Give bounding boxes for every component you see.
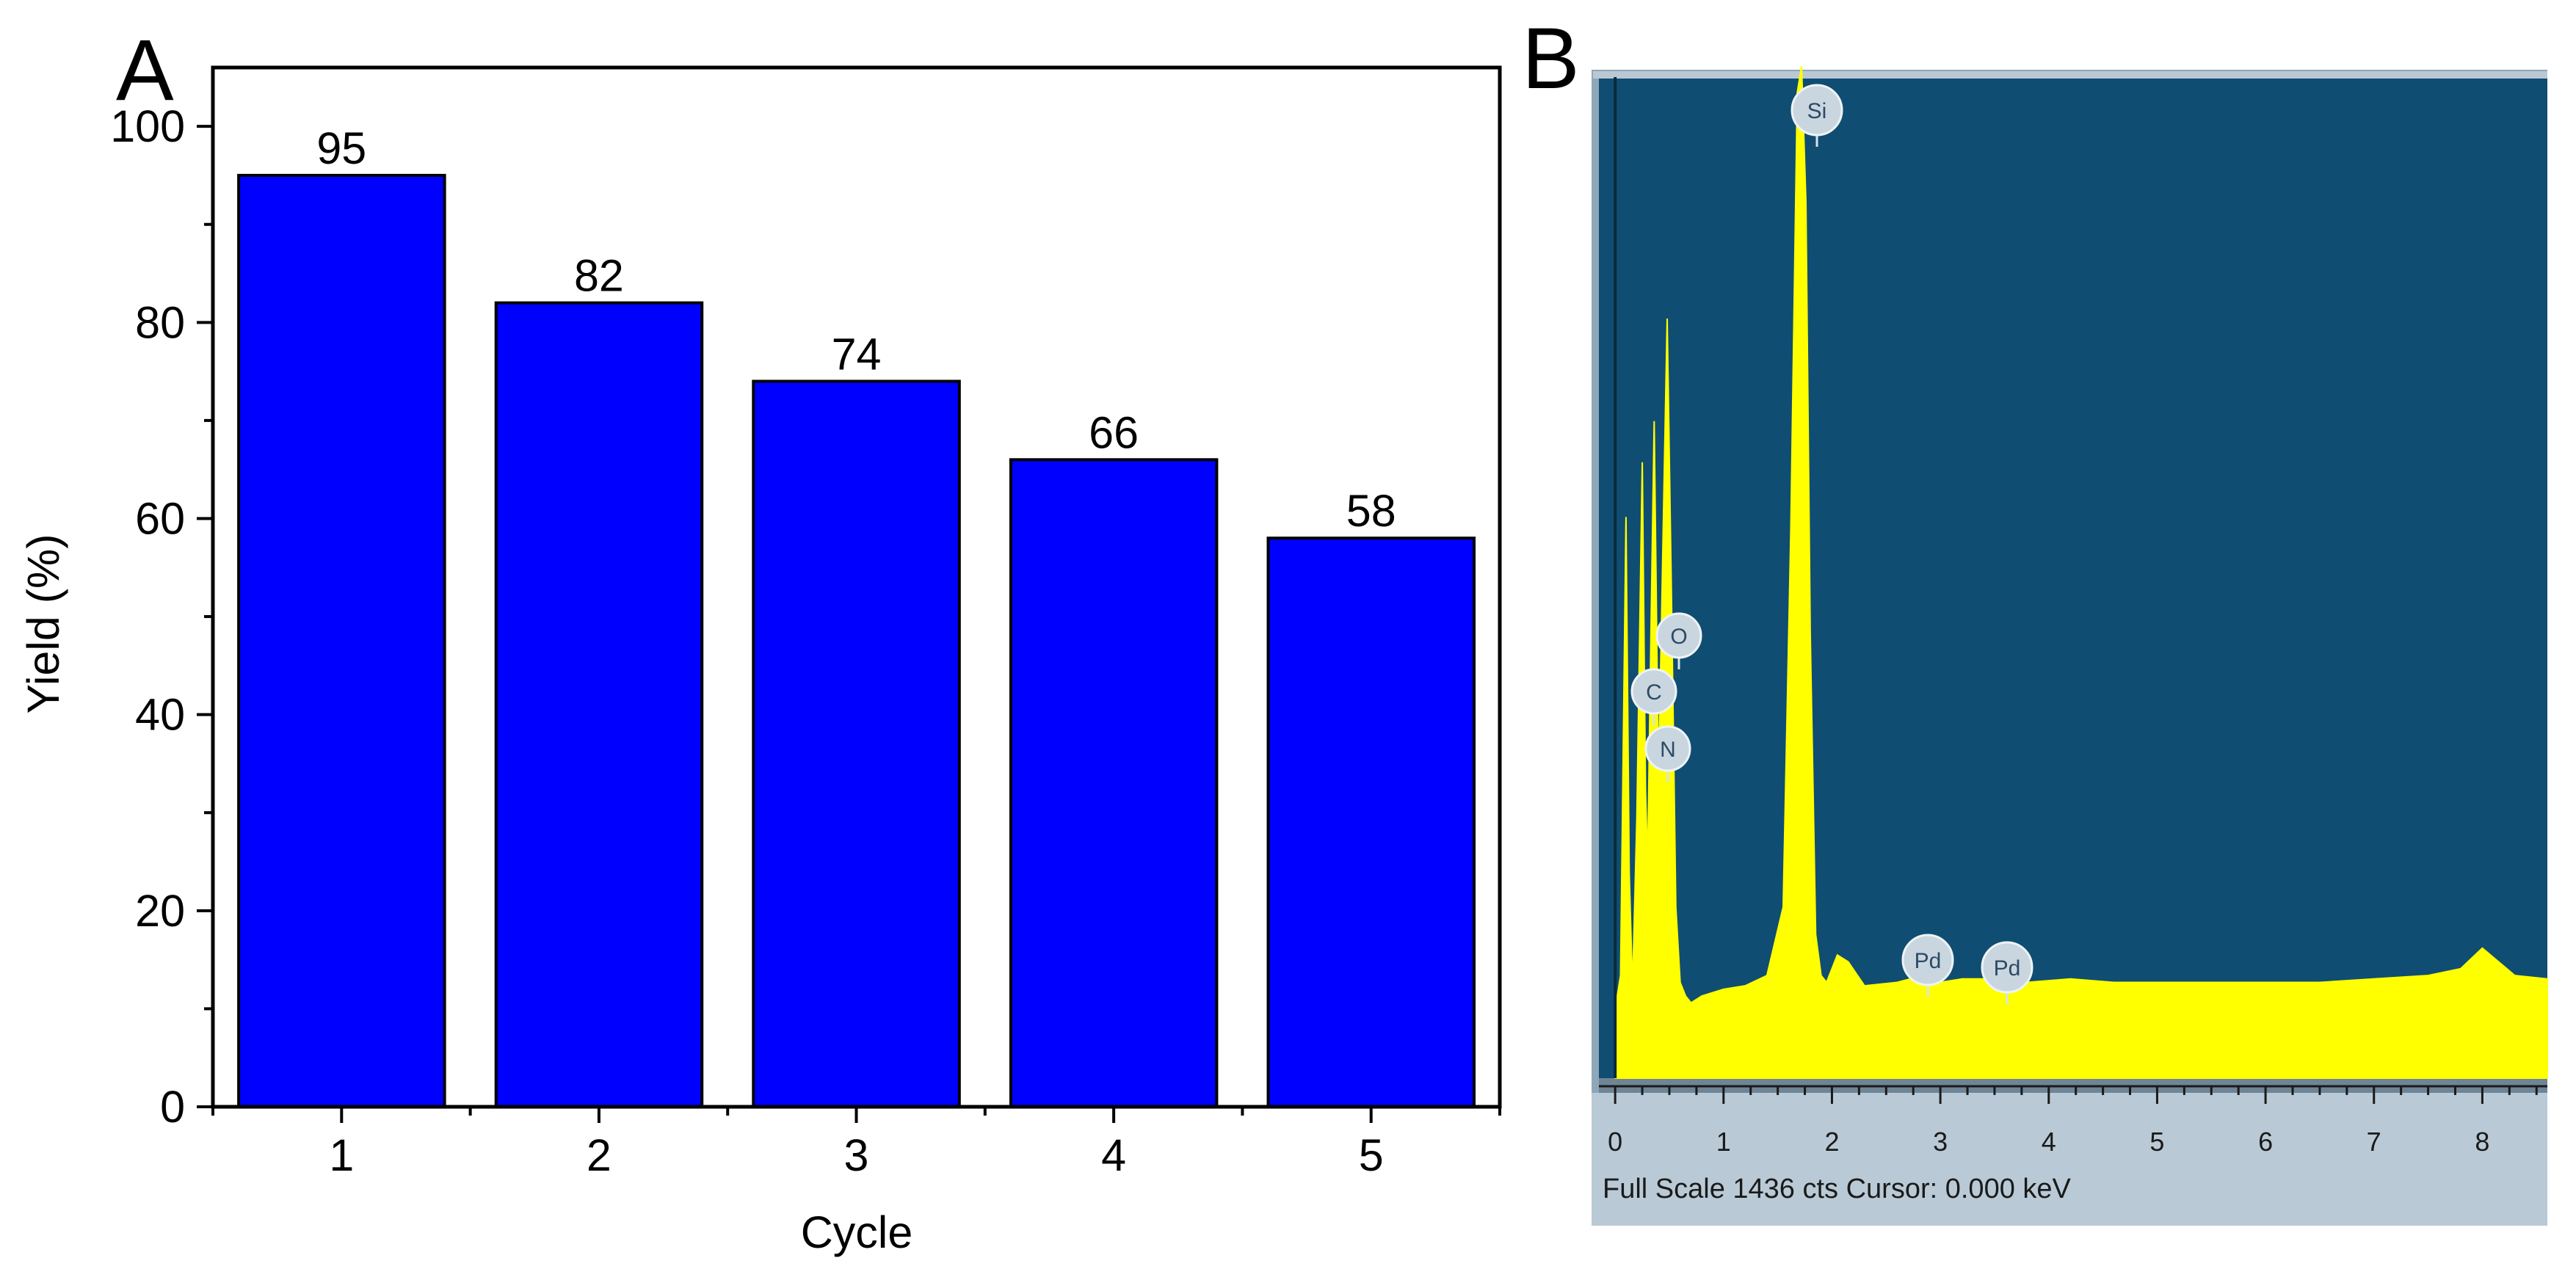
eds-tick-label: 5 [2149,1127,2164,1157]
peak-label-n: N [1660,738,1676,762]
y-tick-label: 100 [110,101,185,151]
panel-a-bar-chart: A 0 20 40 60 80 100 1 2 3 4 5 95 82 74 66 58 Cycle Yi… [18,22,1502,1257]
bar-cycle-4 [1009,458,1219,1108]
data-label-cycle-2: 82 [574,251,624,301]
peak-label-c: C [1646,680,1662,705]
x-tick-label: 3 [844,1130,869,1180]
bar-data-labels: 95 82 74 66 58 [316,123,1396,536]
eds-tick-label: 2 [1824,1127,1839,1157]
peak-label-si: Si [1807,99,1827,123]
eds-energy-axis: 0 1 2 3 4 5 6 7 8 [1599,77,2547,1157]
x-tick-label: 1 [329,1130,354,1180]
eds-tick-label: 3 [1933,1127,1948,1157]
eds-status-area [1592,1093,2547,1226]
eds-tick-label: 6 [2258,1127,2273,1157]
peak-label-pd: Pd [1994,956,2021,981]
panel-a-letter: A [116,22,174,119]
peak-label-pd: Pd [1915,949,1942,973]
y-axis-title: Yield (%) [18,534,68,713]
peak-marker-si [1790,84,1843,137]
eds-plot-area [1599,77,2547,1078]
eds-tick-label: 1 [1716,1127,1731,1157]
eds-top-border [1593,71,2547,79]
peak-marker-n [1644,725,1691,772]
data-label-cycle-3: 74 [832,330,882,379]
x-tick-label: 2 [587,1130,612,1180]
peak-marker-o [1655,612,1702,659]
eds-tick-label: 7 [2367,1127,2381,1157]
bar-cycle-5 [1266,537,1476,1108]
eds-tick-label: 0 [1608,1127,1622,1157]
eds-spectrum-fill [1614,65,2548,1079]
eds-tick-label: 4 [2042,1127,2056,1157]
y-axis-ticks: 0 20 40 60 80 100 [110,101,213,1132]
data-label-cycle-1: 95 [316,123,366,173]
x-tick-label: 5 [1359,1130,1384,1180]
x-axis-ticks: 1 2 3 4 5 [211,1107,1501,1180]
peak-marker-c [1630,668,1677,715]
panel-b-letter: B [1522,10,1580,107]
eds-status-text: Full Scale 1436 cts Cursor: 0.000 keV [1603,1174,2072,1204]
bar-cycle-2 [494,301,704,1109]
peak-label-o: O [1670,625,1687,649]
bars-group [237,173,1476,1109]
peak-marker-pd [1981,941,2033,994]
eds-peak-labels: Si O C N Pd Pd [1630,84,2033,1004]
data-label-cycle-4: 66 [1089,407,1139,457]
peak-marker-pd [1901,934,1954,986]
x-axis-title: Cycle [801,1207,913,1257]
y-tick-label: 0 [160,1082,185,1132]
y-tick-label: 40 [135,690,185,740]
panel-b-eds-spectrum: B Si O C N Pd Pd 0 1 2 3 4 5 6 7 8 Full Scale 1436 ct… [1522,10,2548,1226]
x-tick-label: 4 [1101,1130,1126,1180]
y-tick-label: 20 [135,886,185,936]
eds-tick-label: 8 [2475,1127,2489,1157]
bar-cycle-3 [752,379,961,1108]
y-tick-label: 60 [135,494,185,544]
data-label-cycle-5: 58 [1346,486,1396,536]
bar-cycle-1 [237,173,446,1108]
y-tick-label: 80 [135,297,185,347]
